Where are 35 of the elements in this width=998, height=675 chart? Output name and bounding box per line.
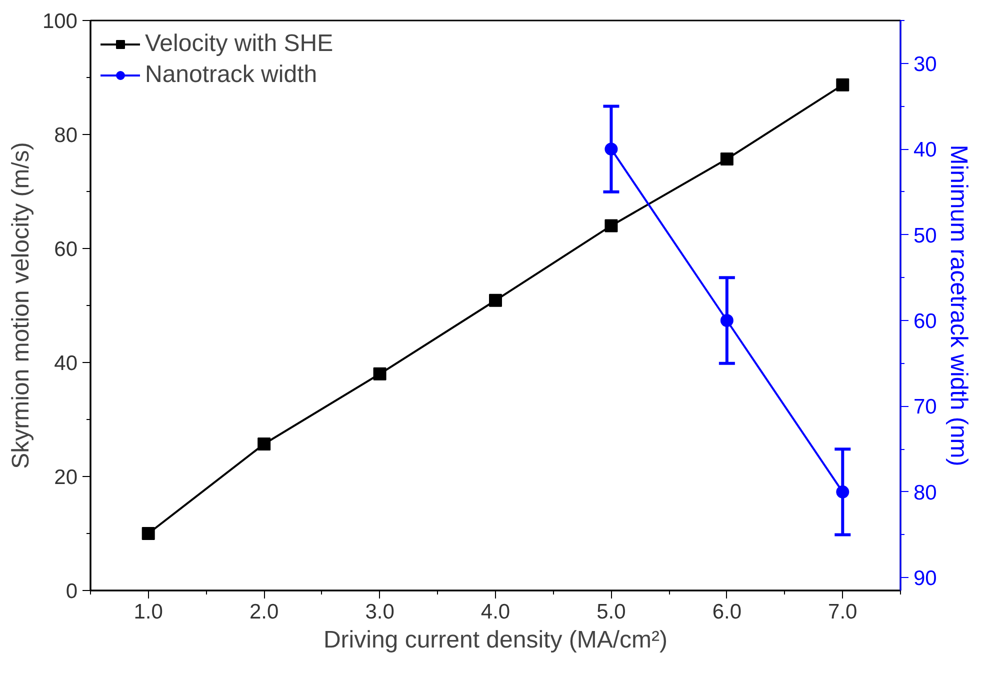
point [489,294,502,307]
y2-tick-label: 40 [914,138,937,162]
y2-tick-label: 60 [914,310,937,333]
point [604,142,618,156]
x-tick-label: 1.0 [134,600,163,624]
point [258,438,271,451]
x-tick-label: 7.0 [828,600,858,624]
x-tick-label: 2.0 [249,600,279,624]
y2-tick-label: 50 [914,224,937,248]
legend-label: Nanotrack width [145,61,318,89]
y-tick-label: 0 [66,580,78,603]
y-tick-label: 60 [54,238,78,261]
x-tick-label: 6.0 [712,600,742,624]
y2-tick-label: 30 [914,52,937,76]
point [142,527,155,540]
y-tick-label: 20 [54,466,78,489]
y-axis-title: Skyrmion motion velocity (m/s) [7,142,34,469]
legend-label: Velocity with SHE [145,30,334,58]
point [604,219,618,232]
point [720,152,734,166]
y2-tick-label: 80 [914,481,937,504]
x-tick-label: 4.0 [480,600,510,624]
y-tick-label: 80 [54,124,78,147]
point [836,78,850,92]
point [373,367,386,380]
y-tick-label: 40 [54,352,78,375]
y2-tick-label: 70 [914,396,937,419]
y-tick-label: 100 [42,10,78,33]
x-tick-label: 3.0 [365,600,394,624]
point [836,485,850,498]
x-tick-label: 5.0 [596,600,626,624]
x-axis-title: Driving current density (MA/cm²) [323,626,668,654]
y2-tick-label: 90 [914,567,937,590]
point [720,314,734,327]
y2-axis-title: Minimum racetrack width (nm) [944,144,972,466]
